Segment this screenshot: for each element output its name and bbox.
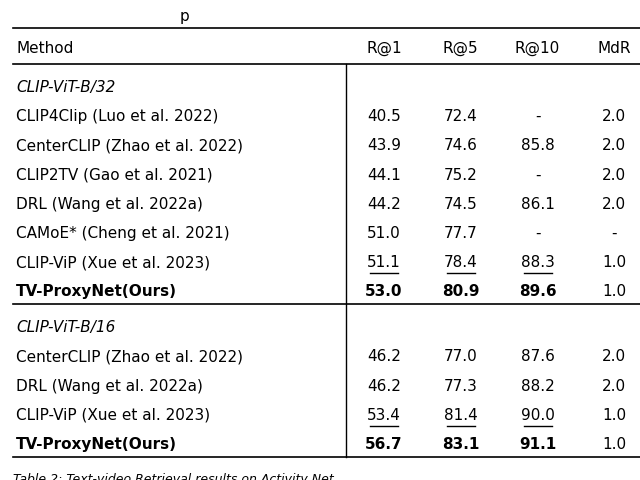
Text: 86.1: 86.1	[521, 197, 554, 212]
Text: TV-ProxyNet(Ours): TV-ProxyNet(Ours)	[16, 437, 177, 452]
Text: -: -	[535, 168, 540, 182]
Text: CLIP-ViT-B/32: CLIP-ViT-B/32	[16, 80, 115, 95]
Text: 2.0: 2.0	[602, 168, 627, 182]
Text: 51.1: 51.1	[367, 255, 401, 270]
Text: 46.2: 46.2	[367, 379, 401, 394]
Text: Table 2: Text-video Retrieval results on Activity Net: Table 2: Text-video Retrieval results on…	[13, 473, 333, 480]
Text: CLIP-ViP (Xue et al. 2023): CLIP-ViP (Xue et al. 2023)	[16, 408, 210, 423]
Text: 44.2: 44.2	[367, 197, 401, 212]
Text: CAMoE* (Cheng et al. 2021): CAMoE* (Cheng et al. 2021)	[16, 226, 230, 241]
Text: 80.9: 80.9	[442, 285, 479, 300]
Text: 1.0: 1.0	[602, 437, 627, 452]
Text: 2.0: 2.0	[602, 379, 627, 394]
Text: 77.3: 77.3	[444, 379, 477, 394]
Text: CenterCLIP (Zhao et al. 2022): CenterCLIP (Zhao et al. 2022)	[16, 349, 243, 364]
Text: 91.1: 91.1	[519, 437, 556, 452]
Text: 77.7: 77.7	[444, 226, 477, 241]
Text: R@1: R@1	[366, 41, 402, 56]
Text: 1.0: 1.0	[602, 408, 627, 423]
Text: 1.0: 1.0	[602, 255, 627, 270]
Text: 43.9: 43.9	[367, 138, 401, 154]
Text: 78.4: 78.4	[444, 255, 477, 270]
Text: 40.5: 40.5	[367, 109, 401, 124]
Text: CLIP-ViT-B/16: CLIP-ViT-B/16	[16, 320, 115, 335]
Text: 1.0: 1.0	[602, 285, 627, 300]
Text: 83.1: 83.1	[442, 437, 479, 452]
Text: 46.2: 46.2	[367, 349, 401, 364]
Text: 2.0: 2.0	[602, 197, 627, 212]
Text: 2.0: 2.0	[602, 109, 627, 124]
Text: 74.6: 74.6	[444, 138, 477, 154]
Text: 89.6: 89.6	[519, 285, 556, 300]
Text: -: -	[535, 226, 540, 241]
Text: 85.8: 85.8	[521, 138, 554, 154]
Text: 72.4: 72.4	[444, 109, 477, 124]
Text: 56.7: 56.7	[365, 437, 403, 452]
Text: TV-ProxyNet(Ours): TV-ProxyNet(Ours)	[16, 285, 177, 300]
Text: 87.6: 87.6	[521, 349, 554, 364]
Text: 53.0: 53.0	[365, 285, 403, 300]
Text: 90.0: 90.0	[521, 408, 554, 423]
Text: 53.4: 53.4	[367, 408, 401, 423]
Text: Method: Method	[16, 41, 74, 56]
Text: R@10: R@10	[515, 41, 560, 56]
Text: DRL (Wang et al. 2022a): DRL (Wang et al. 2022a)	[16, 379, 203, 394]
Text: 81.4: 81.4	[444, 408, 477, 423]
Text: 44.1: 44.1	[367, 168, 401, 182]
Text: 77.0: 77.0	[444, 349, 477, 364]
Text: 75.2: 75.2	[444, 168, 477, 182]
Text: 88.3: 88.3	[521, 255, 554, 270]
Text: 74.5: 74.5	[444, 197, 477, 212]
Text: CenterCLIP (Zhao et al. 2022): CenterCLIP (Zhao et al. 2022)	[16, 138, 243, 154]
Text: 88.2: 88.2	[521, 379, 554, 394]
Text: CLIP-ViP (Xue et al. 2023): CLIP-ViP (Xue et al. 2023)	[16, 255, 210, 270]
Text: p: p	[179, 9, 189, 24]
Text: -: -	[612, 226, 617, 241]
Text: 2.0: 2.0	[602, 349, 627, 364]
Text: 51.0: 51.0	[367, 226, 401, 241]
Text: -: -	[535, 109, 540, 124]
Text: R@5: R@5	[443, 41, 479, 56]
Text: CLIP4Clip (Luo et al. 2022): CLIP4Clip (Luo et al. 2022)	[16, 109, 218, 124]
Text: DRL (Wang et al. 2022a): DRL (Wang et al. 2022a)	[16, 197, 203, 212]
Text: MdR: MdR	[598, 41, 631, 56]
Text: CLIP2TV (Gao et al. 2021): CLIP2TV (Gao et al. 2021)	[16, 168, 212, 182]
Text: 2.0: 2.0	[602, 138, 627, 154]
